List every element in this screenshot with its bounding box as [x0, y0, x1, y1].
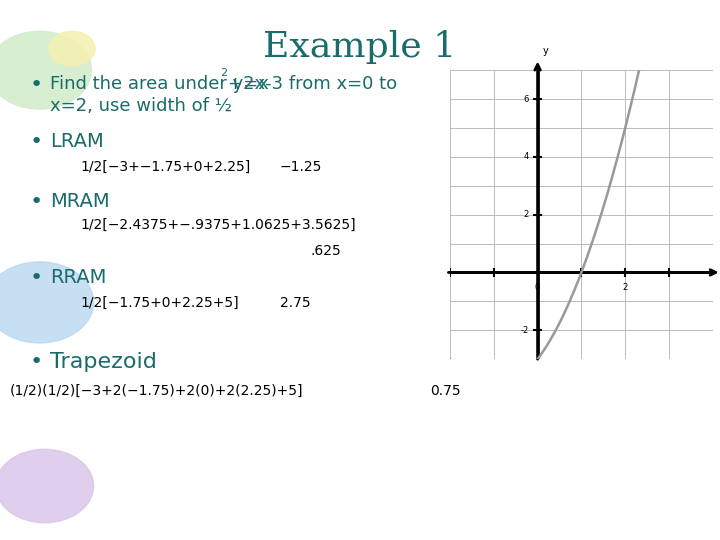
Text: (1/2)(1/2)[−3+2(−1.75)+2(0)+2(2.25)+5]: (1/2)(1/2)[−3+2(−1.75)+2(0)+2(2.25)+5]	[10, 384, 304, 398]
Text: Example 1: Example 1	[264, 30, 456, 64]
Text: 0.75: 0.75	[430, 384, 461, 398]
Text: -2: -2	[521, 326, 528, 335]
Text: Find the area under y=x: Find the area under y=x	[50, 75, 269, 93]
Text: LRAM: LRAM	[50, 132, 104, 151]
Text: •: •	[30, 75, 43, 95]
Text: .625: .625	[310, 244, 341, 258]
Text: y: y	[543, 46, 549, 56]
Text: 0: 0	[535, 282, 540, 292]
Text: RRAM: RRAM	[50, 268, 107, 287]
Text: 2: 2	[623, 282, 628, 292]
Text: 2: 2	[523, 210, 528, 219]
Text: 1/2[−2.4375+−.9375+1.0625+3.5625]: 1/2[−2.4375+−.9375+1.0625+3.5625]	[80, 218, 356, 232]
Text: MRAM: MRAM	[50, 192, 109, 211]
Text: x=2, use width of ½: x=2, use width of ½	[50, 97, 232, 115]
Text: +2x-3 from x=0 to: +2x-3 from x=0 to	[228, 75, 397, 93]
Text: 2: 2	[220, 68, 227, 78]
Text: •: •	[30, 352, 43, 372]
Text: •: •	[30, 268, 43, 288]
Text: Trapezoid: Trapezoid	[50, 352, 157, 372]
Text: −1.25: −1.25	[280, 160, 323, 174]
Text: 4: 4	[523, 152, 528, 161]
Text: 1/2[−3+−1.75+0+2.25]: 1/2[−3+−1.75+0+2.25]	[80, 160, 251, 174]
Text: 1/2[−1.75+0+2.25+5]: 1/2[−1.75+0+2.25+5]	[80, 296, 238, 310]
Text: •: •	[30, 132, 43, 152]
Text: 2.75: 2.75	[280, 296, 310, 310]
Text: 6: 6	[523, 94, 528, 104]
Text: •: •	[30, 192, 43, 212]
